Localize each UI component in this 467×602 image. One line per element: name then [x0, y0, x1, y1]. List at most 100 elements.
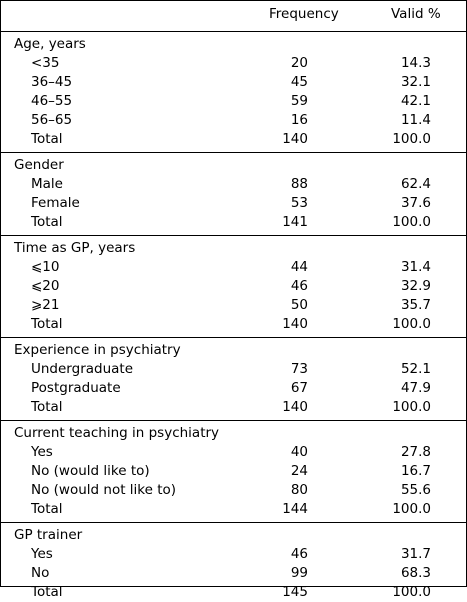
section-rule [1, 152, 466, 153]
section-title: GP trainer [14, 527, 83, 543]
row-valid-percent: 62.4 [400, 176, 431, 192]
section-title: Age, years [14, 36, 86, 52]
row-label: ⩽20 [31, 278, 60, 294]
table-header: Frequency Valid % [1, 1, 466, 30]
row-valid-percent: 68.3 [400, 565, 431, 581]
row-frequency: 141 [282, 214, 308, 230]
row-label: Total [31, 584, 63, 600]
section-title-row: Age, years [1, 35, 466, 54]
table-row: No (would like to) 24 16.7 [1, 462, 466, 481]
table-row: 36–45 45 32.1 [1, 73, 466, 92]
row-frequency: 140 [282, 316, 308, 332]
row-valid-percent: 14.3 [400, 55, 431, 71]
table-row: Male 88 62.4 [1, 175, 466, 194]
row-frequency: 45 [290, 74, 308, 90]
section-title: Time as GP, years [14, 240, 136, 256]
table-row: No (would not like to) 80 55.6 [1, 481, 466, 500]
row-valid-percent: 32.9 [400, 278, 431, 294]
row-valid-percent: 42.1 [400, 93, 431, 109]
row-valid-percent: 52.1 [400, 361, 431, 377]
row-label: Total [31, 131, 63, 147]
table-row: Yes 46 31.7 [1, 545, 466, 564]
table-row: Undergraduate 73 52.1 [1, 360, 466, 379]
section-title: Gender [14, 157, 64, 173]
table-row: Total 140 100.0 [1, 315, 466, 334]
table-row: Total 144 100.0 [1, 500, 466, 519]
row-frequency: 59 [290, 93, 308, 109]
row-valid-percent: 100.0 [392, 131, 431, 147]
row-valid-percent: 31.7 [400, 546, 431, 562]
row-frequency: 24 [290, 463, 308, 479]
row-frequency: 44 [290, 259, 308, 275]
row-label: 46–55 [31, 93, 73, 109]
table-section: Gender Male 88 62.4 Female 53 37.6 Total 141 100.… [1, 156, 466, 232]
table-row: Total 140 100.0 [1, 398, 466, 417]
section-title: Current teaching in psychiatry [14, 425, 220, 441]
row-frequency: 46 [290, 278, 308, 294]
row-frequency: 73 [290, 361, 308, 377]
row-frequency: 20 [290, 55, 308, 71]
row-label: 56–65 [31, 112, 73, 128]
section-title-row: Current teaching in psychiatry [1, 424, 466, 443]
row-valid-percent: 35.7 [400, 297, 431, 313]
row-label: Yes [31, 444, 53, 460]
row-frequency: 40 [290, 444, 308, 460]
table-section: Time as GP, years ⩽10 44 31.4 ⩽20 46 32.9 ⩾21 50… [1, 239, 466, 334]
row-valid-percent: 100.0 [392, 584, 431, 600]
row-frequency: 88 [290, 176, 308, 192]
row-valid-percent: 37.6 [400, 195, 431, 211]
table-row: Postgraduate 67 47.9 [1, 379, 466, 398]
row-frequency: 99 [290, 565, 308, 581]
table-row: No 99 68.3 [1, 564, 466, 583]
header-valid-percent: Valid % [391, 6, 441, 22]
row-label: Total [31, 316, 63, 332]
row-valid-percent: 55.6 [400, 482, 431, 498]
table-section: GP trainer Yes 46 31.7 No 99 68.3 Total 145 100.0 [1, 526, 466, 602]
table-section: Experience in psychiatry Undergraduate 73 5… [1, 341, 466, 417]
row-valid-percent: 16.7 [400, 463, 431, 479]
row-frequency: 16 [290, 112, 308, 128]
row-frequency: 46 [290, 546, 308, 562]
section-title: Experience in psychiatry [14, 342, 181, 358]
row-valid-percent: 11.4 [400, 112, 431, 128]
row-label: Male [31, 176, 63, 192]
row-label: Total [31, 501, 63, 517]
section-title-row: Experience in psychiatry [1, 341, 466, 360]
table-row: Total 145 100.0 [1, 583, 466, 602]
section-rule [1, 235, 466, 236]
section-rule [1, 522, 466, 523]
row-valid-percent: 32.1 [400, 74, 431, 90]
row-frequency: 50 [290, 297, 308, 313]
table-row: 56–65 16 11.4 [1, 111, 466, 130]
table-section: Current teaching in psychiatry Yes 40 27.8 N… [1, 424, 466, 519]
row-valid-percent: 47.9 [400, 380, 431, 396]
row-valid-percent: 27.8 [400, 444, 431, 460]
row-label: Total [31, 399, 63, 415]
table-row: Total 141 100.0 [1, 213, 466, 232]
table-row: ⩽10 44 31.4 [1, 258, 466, 277]
row-label: 36–45 [31, 74, 73, 90]
row-valid-percent: 100.0 [392, 214, 431, 230]
table-row: <35 20 14.3 [1, 54, 466, 73]
row-frequency: 67 [290, 380, 308, 396]
section-rule [1, 337, 466, 338]
row-frequency: 53 [290, 195, 308, 211]
row-label: Postgraduate [31, 380, 121, 396]
row-label: <35 [31, 55, 60, 71]
table-section: Age, years <35 20 14.3 36–45 45 32.1 46–55 59 42.… [1, 35, 466, 149]
section-rule [1, 420, 466, 421]
row-frequency: 144 [282, 501, 308, 517]
table-row: Female 53 37.6 [1, 194, 466, 213]
table-row: ⩾21 50 35.7 [1, 296, 466, 315]
table-row: 46–55 59 42.1 [1, 92, 466, 111]
row-label: Yes [31, 546, 53, 562]
table-row: ⩽20 46 32.9 [1, 277, 466, 296]
row-label: Undergraduate [31, 361, 134, 377]
row-valid-percent: 100.0 [392, 399, 431, 415]
row-label: Female [31, 195, 80, 211]
header-frequency: Frequency [269, 6, 339, 22]
row-label: ⩾21 [31, 297, 60, 313]
section-title-row: Time as GP, years [1, 239, 466, 258]
row-label: Total [31, 214, 63, 230]
